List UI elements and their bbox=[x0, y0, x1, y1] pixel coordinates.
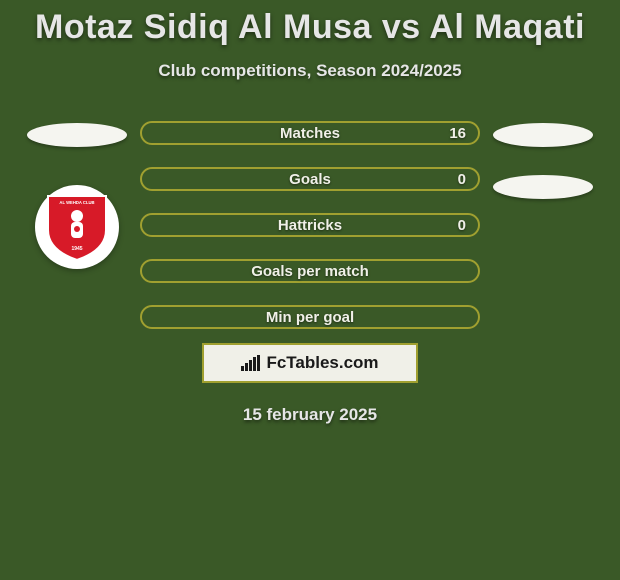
stat-label: Goals bbox=[142, 171, 478, 188]
stat-label: Hattricks bbox=[142, 217, 478, 234]
left-player-column: AL WEHDA CLUB 1945 bbox=[32, 121, 122, 269]
bars-icon bbox=[241, 355, 260, 371]
stat-row-goals: Goals 0 bbox=[140, 167, 480, 191]
right-player-column bbox=[498, 121, 588, 199]
right-ellipse-2 bbox=[493, 175, 593, 199]
stat-value: 16 bbox=[449, 125, 466, 142]
left-club-badge: AL WEHDA CLUB 1945 bbox=[35, 185, 119, 269]
shield-icon: AL WEHDA CLUB 1945 bbox=[46, 192, 108, 262]
brand-box: FcTables.com bbox=[202, 343, 418, 383]
infographic-container: Motaz Sidiq Al Musa vs Al Maqati Club co… bbox=[0, 0, 620, 580]
stat-row-goals-per-match: Goals per match bbox=[140, 259, 480, 283]
club-name-text: AL WEHDA CLUB bbox=[59, 200, 94, 205]
brand-text: FcTables.com bbox=[266, 353, 378, 373]
stat-row-matches: Matches 16 bbox=[140, 121, 480, 145]
stat-label: Min per goal bbox=[142, 309, 478, 326]
club-year-text: 1945 bbox=[71, 246, 82, 252]
main-layout: AL WEHDA CLUB 1945 Matches 16 Goals 0 Ha… bbox=[0, 121, 620, 329]
stat-row-hattricks: Hattricks 0 bbox=[140, 213, 480, 237]
stat-value: 0 bbox=[458, 217, 466, 234]
stat-label: Goals per match bbox=[142, 263, 478, 280]
page-title: Motaz Sidiq Al Musa vs Al Maqati bbox=[0, 8, 620, 47]
stat-value: 0 bbox=[458, 171, 466, 188]
stat-row-min-per-goal: Min per goal bbox=[140, 305, 480, 329]
right-ellipse-1 bbox=[493, 123, 593, 147]
left-ellipse bbox=[27, 123, 127, 147]
stat-label: Matches bbox=[142, 125, 478, 142]
footer-date: 15 february 2025 bbox=[0, 405, 620, 425]
subtitle: Club competitions, Season 2024/2025 bbox=[0, 61, 620, 81]
stats-column: Matches 16 Goals 0 Hattricks 0 Goals per… bbox=[140, 121, 480, 329]
